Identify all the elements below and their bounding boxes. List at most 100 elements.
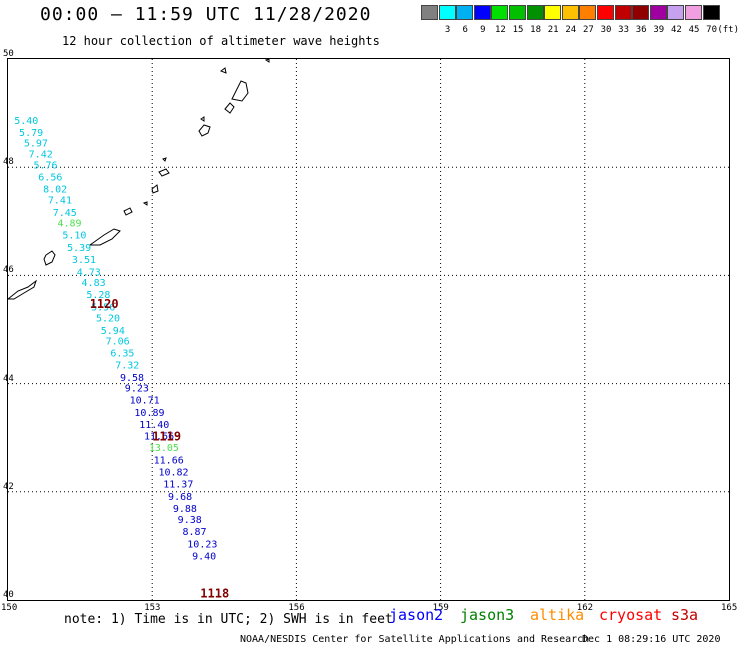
coastline: [231, 80, 249, 102]
legend-swatch: [579, 5, 597, 20]
swh-value: 5.39: [67, 243, 91, 254]
credit-timestamp: Dec 1 08:29:16 UTC 2020: [582, 634, 721, 645]
coastline: [43, 250, 56, 266]
swh-value: 3.51: [72, 255, 96, 266]
coastline: [162, 157, 167, 162]
legend-label: 30: [600, 25, 612, 35]
coastline: [224, 102, 235, 114]
swh-value: 5.79: [19, 128, 43, 139]
swh-value: 6.35: [110, 349, 134, 360]
page-title: 00:00 – 11:59 UTC 11/28/2020: [40, 4, 372, 25]
lat-tick-label: 48: [3, 157, 14, 168]
swh-value: 7.42: [29, 149, 53, 160]
legend-swatch: [561, 5, 579, 20]
lat-tick-label: 40: [3, 590, 14, 600]
legend-swatch: [632, 5, 650, 20]
swh-value: 11.40: [139, 420, 169, 431]
swh-value: 10.23: [187, 540, 217, 551]
lon-tick-label: 162: [576, 603, 594, 613]
swh-value: 5.28: [86, 290, 110, 301]
swh-value: 8.02: [43, 185, 67, 196]
legend-label: 15: [512, 25, 524, 35]
swh-value: 5.40: [14, 116, 38, 127]
swh-value: 10.82: [158, 468, 188, 479]
satellite-label: altika: [530, 606, 585, 624]
coastline: [200, 116, 205, 122]
coastline: [219, 67, 227, 74]
legend-swatch: [685, 5, 702, 20]
lat-tick-label: 50: [3, 49, 14, 59]
swh-value: 9.23: [125, 384, 149, 395]
satellite-label: jason3: [460, 606, 515, 624]
legend-swatch: [702, 5, 720, 20]
swh-value: 9.38: [178, 515, 202, 526]
swh-value: 10.71: [130, 396, 160, 407]
swh-value: 8.87: [182, 527, 206, 538]
legend-swatch: [597, 5, 614, 20]
footer-note: note: 1) Time is in UTC; 2) SWH is in fe…: [64, 612, 393, 627]
swh-value: 6.56: [38, 173, 62, 184]
legend-label: 12: [494, 25, 506, 35]
coastline: [123, 207, 133, 216]
swh-value: 5.20: [96, 313, 120, 324]
swh-value: 10.89: [134, 408, 164, 419]
legend-label: 9: [480, 25, 486, 35]
swh-value: 7.32: [115, 360, 139, 371]
legend-swatch: [526, 5, 544, 20]
legend-label: 39: [653, 25, 665, 35]
coastline: [264, 58, 270, 63]
swh-value: 5.94: [101, 326, 125, 337]
swh-value: 11.66: [154, 456, 184, 467]
lon-tick-label: 150: [1, 603, 18, 613]
credit-text: NOAA/NESDIS Center for Satellite Applica…: [240, 634, 590, 645]
track-time-label: 1118: [200, 586, 229, 600]
lon-tick-label: 156: [288, 603, 305, 613]
satellite-label: cryosat: [599, 606, 663, 624]
swh-value: 7.06: [106, 337, 130, 348]
legend-swatch: [421, 5, 438, 20]
swh-value: 9.68: [168, 492, 192, 503]
legend-swatch: [544, 5, 562, 20]
coastline: [6, 279, 37, 300]
swh-value: 9.40: [192, 551, 216, 562]
lon-tick-label: 153: [144, 603, 161, 613]
swh-value: 5.97: [24, 139, 48, 150]
swh-value: 13.05: [149, 443, 179, 454]
swh-value: 11.56: [144, 431, 174, 442]
legend-label: 45: [688, 25, 700, 35]
lon-tick-label: 159: [432, 603, 449, 613]
legend-label: 3: [444, 25, 451, 35]
legend-swatch: [649, 5, 667, 20]
satellite-label: jason2: [389, 606, 444, 624]
coastline: [88, 228, 121, 246]
swh-value: 9.88: [173, 504, 197, 515]
swh-value: 4.73: [77, 267, 101, 278]
page-subtitle: 12 hour collection of altimeter wave hei…: [62, 34, 380, 48]
legend-label: 27: [582, 25, 594, 35]
swh-value: 5.76: [33, 160, 57, 171]
lat-tick-label: 46: [3, 265, 14, 276]
map-panel: 5.40 5.79 5.97 7.42 5.76 6.56 8.02 7.41 7.45 4.89…: [6, 58, 730, 601]
legend-label: 24: [565, 25, 577, 35]
legend-label: 21: [547, 25, 559, 35]
map-canvas: 5.405.795.977.425.76 6.568.027.41 7.454.89…: [6, 58, 729, 600]
swh-value: 11.37: [163, 479, 193, 490]
swh-value: 5.10: [62, 231, 86, 242]
swh-value: 7.41: [48, 195, 72, 206]
legend-swatch: [509, 5, 526, 20]
coastline: [158, 168, 170, 177]
swh-value: 9.58: [120, 373, 144, 384]
lat-tick-label: 44: [3, 373, 14, 384]
track-time-label: 1119: [152, 429, 181, 443]
legend-swatch: [473, 5, 491, 20]
swh-value: 4.83: [82, 278, 106, 289]
legend-label: 33: [618, 25, 630, 35]
legend-label: 6: [462, 25, 468, 35]
legend-label: 42: [670, 25, 682, 35]
legend-swatch: [667, 5, 685, 20]
swh-value: 5.56: [91, 303, 115, 314]
legend-swatch: [456, 5, 474, 20]
legend-label: 70: [706, 25, 718, 35]
swh-value: 4.89: [58, 219, 82, 230]
legend-label: 36: [635, 25, 647, 35]
